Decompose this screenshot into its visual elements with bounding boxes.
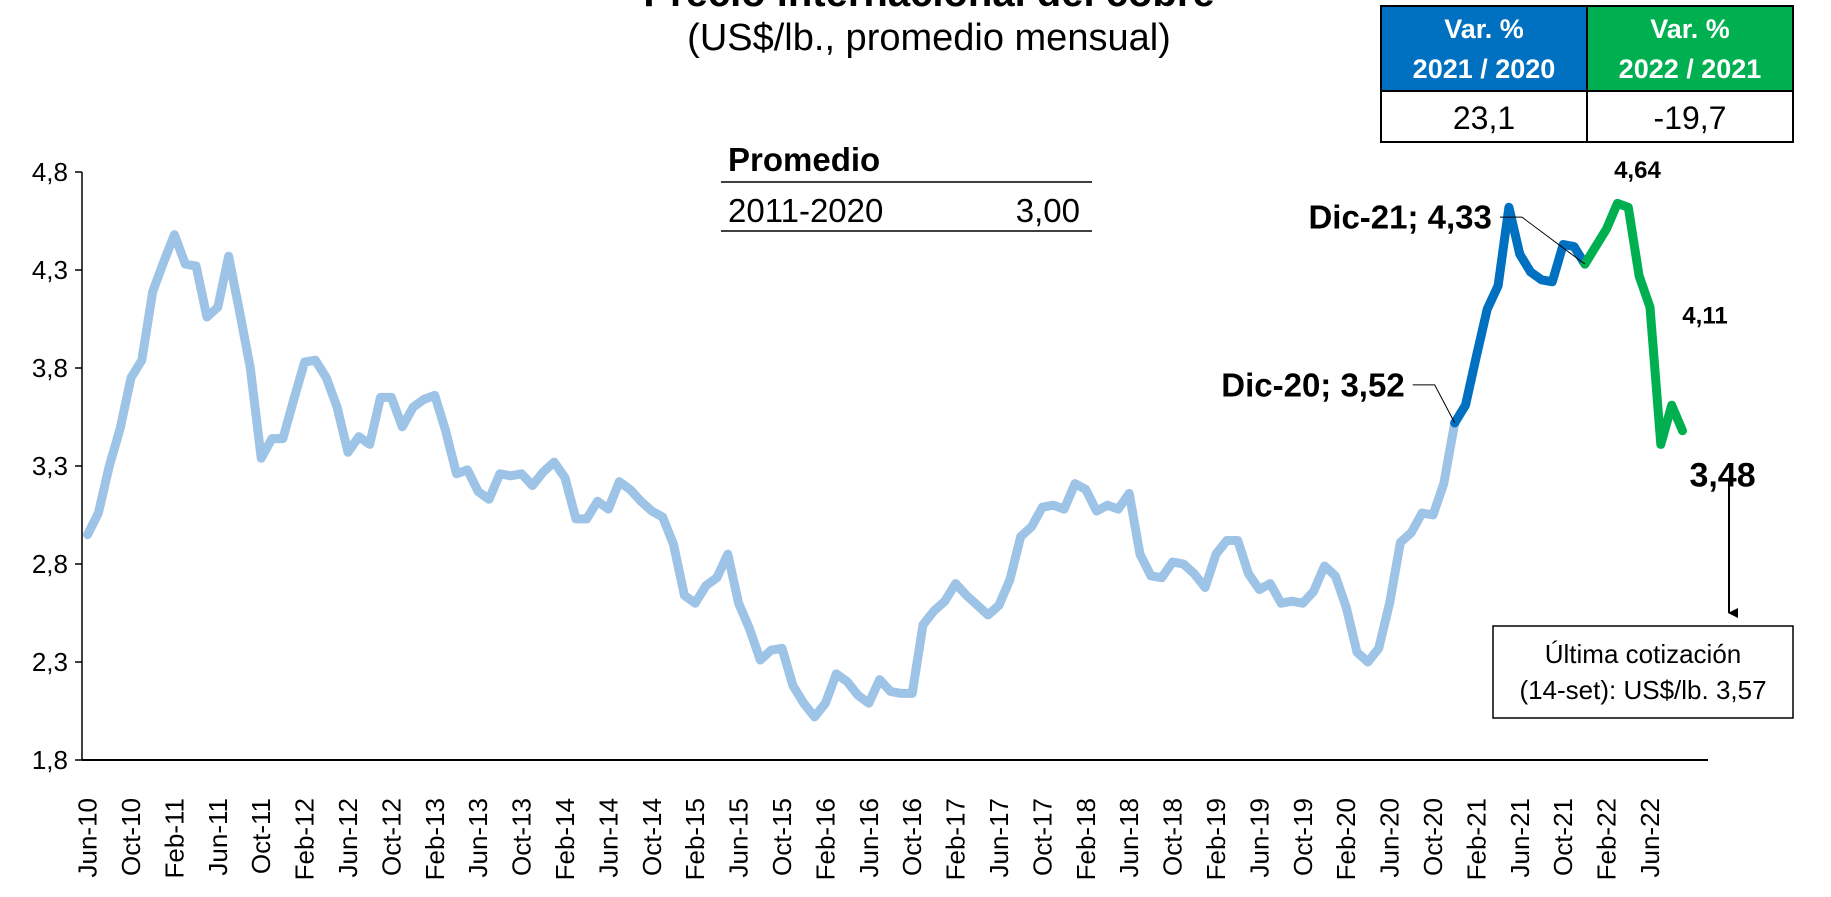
average-value: 3,00 xyxy=(1016,192,1080,229)
x-tick-label: Jun-17 xyxy=(984,798,1014,878)
x-tick-label: Feb-16 xyxy=(810,798,840,880)
y-tick-label: 1,8 xyxy=(32,745,68,775)
x-tick-label: Feb-15 xyxy=(680,798,710,880)
x-tick-label: Jun-11 xyxy=(203,798,233,876)
x-tick-label: Jun-19 xyxy=(1244,798,1274,878)
x-tick-label: Oct-13 xyxy=(507,798,537,876)
x-tick-label: Jun-14 xyxy=(593,798,623,878)
x-tick-label: Oct-14 xyxy=(637,798,667,876)
average-title: Promedio xyxy=(728,141,880,178)
average-box: Promedio 2011-2020 3,00 xyxy=(721,141,1092,232)
x-tick-label: Jun-15 xyxy=(724,798,754,878)
x-tick-label: Feb-22 xyxy=(1592,798,1622,880)
price-line xyxy=(83,230,1460,722)
x-tick-label: Feb-20 xyxy=(1331,798,1361,880)
header-text: 2022 / 2021 xyxy=(1619,54,1762,84)
chart-subtitle: (US$/lb., promedio mensual) xyxy=(687,17,1171,59)
note-text: Última cotización xyxy=(1545,639,1742,669)
data-label: 4,64 xyxy=(1614,157,1661,184)
x-tick-label: Jun-10 xyxy=(73,798,103,878)
x-tick-label: Jun-21 xyxy=(1505,798,1535,878)
cell-text: 23,1 xyxy=(1453,100,1515,136)
header-text: Var. % xyxy=(1650,14,1730,44)
x-tick-label: Jun-16 xyxy=(854,798,884,878)
x-tick-label: Feb-19 xyxy=(1201,798,1231,880)
x-tick-label: Feb-17 xyxy=(941,798,971,880)
x-tick-label: Jun-13 xyxy=(463,798,493,878)
x-tick-label: Feb-12 xyxy=(290,798,320,880)
price-line xyxy=(1580,198,1687,449)
x-tick-label: Oct-18 xyxy=(1158,798,1188,876)
x-tick-label: Oct-17 xyxy=(1027,798,1057,876)
x-tick-label: Jun-20 xyxy=(1375,798,1405,878)
x-tick-label: Oct-11 xyxy=(246,798,276,874)
data-label: 3,48 xyxy=(1689,457,1755,495)
y-tick-label: 2,8 xyxy=(32,549,68,579)
x-tick-label: Oct-19 xyxy=(1288,798,1318,876)
x-tick-label: Jun-22 xyxy=(1635,798,1665,878)
x-tick-label: Feb-11 xyxy=(159,798,189,878)
header-cell xyxy=(1587,6,1793,91)
header-text: Var. % xyxy=(1444,14,1524,44)
data-label: Dic-21; 4,33 xyxy=(1308,199,1491,236)
x-tick-label: Feb-21 xyxy=(1461,798,1491,880)
leader-line xyxy=(1499,216,1586,265)
note-box: Última cotización (14-set): US$/lb. 3,57 xyxy=(1492,481,1794,719)
x-tick-label: Feb-14 xyxy=(550,798,580,880)
x-tick-label: Oct-21 xyxy=(1548,798,1578,876)
leader-line xyxy=(1412,384,1456,424)
x-tick-label: Oct-15 xyxy=(767,798,797,876)
data-label: 4,11 xyxy=(1682,303,1727,330)
y-tick-label: 4,3 xyxy=(32,255,68,285)
var-table: Var. % 2021 / 2020 Var. % 2022 / 2021 23… xyxy=(1380,5,1794,143)
x-tick-label: Oct-20 xyxy=(1418,798,1448,876)
x-tick-label: Jun-18 xyxy=(1114,798,1144,878)
header-cell xyxy=(1381,6,1587,91)
average-period: 2011-2020 xyxy=(728,192,883,229)
note-frame xyxy=(1492,625,1794,719)
x-tick-label: Feb-13 xyxy=(420,798,450,880)
price-line xyxy=(1450,202,1590,428)
x-tick-label: Feb-18 xyxy=(1071,798,1101,880)
y-tick-label: 3,8 xyxy=(32,353,68,383)
chart-title: Precio internacional del cobre xyxy=(643,0,1214,15)
x-tick-label: Oct-16 xyxy=(897,798,927,876)
y-tick-label: 4,8 xyxy=(32,157,68,187)
y-tick-label: 2,3 xyxy=(32,647,68,677)
header-text: 2021 / 2020 xyxy=(1413,54,1556,84)
data-label: Dic-20; 3,52 xyxy=(1221,366,1404,403)
x-tick-label: Jun-12 xyxy=(333,798,363,878)
x-tick-label: Oct-10 xyxy=(116,798,146,876)
cell-text: -19,7 xyxy=(1654,100,1727,136)
note-text: (14-set): US$/lb. 3,57 xyxy=(1519,675,1766,705)
x-tick-label: Oct-12 xyxy=(376,798,406,876)
y-tick-label: 3,3 xyxy=(32,451,68,481)
